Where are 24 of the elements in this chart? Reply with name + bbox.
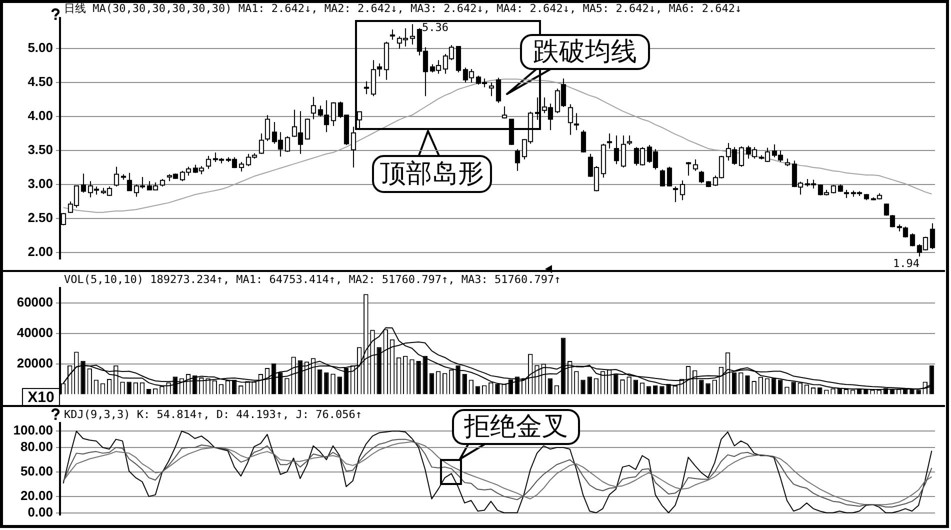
y-tick-label: 3.50 <box>28 142 53 158</box>
chart-title: KDJ(9,3,3) K: 54.814↑, D: 44.193↑, J: 76.056↑ <box>64 408 362 421</box>
y-tick-label: 2.50 <box>28 210 53 226</box>
y-tick-label: 80.00 <box>20 439 53 454</box>
y-tick-label: 5.00 <box>28 40 53 56</box>
y-tick-label: 2.00 <box>28 244 53 259</box>
text: X10 <box>22 388 60 406</box>
y-tick-label: 3.00 <box>28 176 53 192</box>
annotation: 拒绝金叉 <box>452 409 580 445</box>
y-tick-label: 20.00 <box>20 488 53 504</box>
chart-title: VOL(5,10,10) 189273.234↑, MA1: 64753.414↑, MA2: 51760.797↑, MA3: 51760.797↑ <box>64 273 561 286</box>
y-tick-label: 40000 <box>16 325 53 340</box>
annotation: 5.36 <box>422 21 448 34</box>
y-tick-label: 60000 <box>16 294 53 310</box>
annotation: 跌破均线 <box>520 34 650 70</box>
annotation: 1.94 <box>893 257 920 270</box>
annotation: 顶部岛形 <box>372 155 492 193</box>
y-tick-label: 100.00 <box>13 422 53 438</box>
chart-title: 日线 MA(30,30,30,30,30,30) MA1: 2.642↓, MA2: 2.642↓, MA3: 2.642↓, MA4: 2.642↓, MA5: 2.642↓, MA6: 2.642↓ <box>64 1 742 16</box>
y-tick-label: 50.00 <box>20 464 53 479</box>
y-tick-label: 0.00 <box>28 504 53 520</box>
y-tick-label: 4.00 <box>28 108 53 124</box>
y-tick-label: 20000 <box>16 355 53 370</box>
y-tick-label: 4.50 <box>28 74 53 90</box>
